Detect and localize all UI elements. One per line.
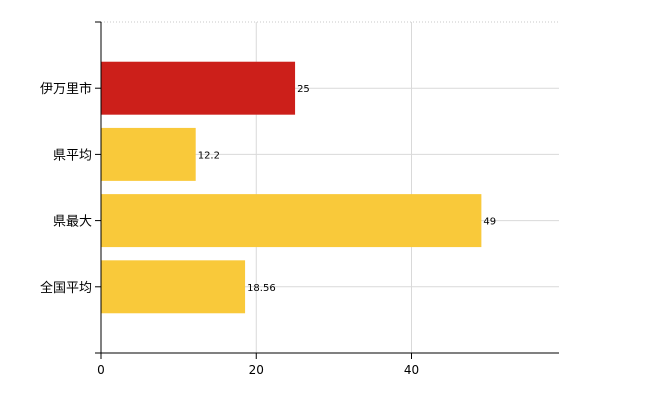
bar bbox=[101, 194, 482, 248]
bar bbox=[101, 127, 196, 181]
data-label: 49 bbox=[483, 217, 496, 228]
x-tick-label: 0 bbox=[97, 363, 105, 377]
bar bbox=[101, 260, 246, 314]
x-tick-label: 20 bbox=[249, 363, 264, 377]
bar bbox=[101, 61, 296, 115]
category-label: 全国平均 bbox=[40, 280, 92, 296]
labels: 25 伊万里市 12.2 県平均 49 県最大 18.56 全国平均 0 20 40 bbox=[40, 81, 496, 377]
data-label: 12.2 bbox=[198, 150, 220, 161]
data-label: 18.56 bbox=[247, 283, 276, 294]
data-label: 25 bbox=[297, 84, 310, 95]
category-label: 伊万里市 bbox=[40, 81, 92, 97]
category-label: 県最大 bbox=[53, 215, 92, 230]
category-label: 県平均 bbox=[53, 148, 92, 163]
x-tick-label: 40 bbox=[404, 363, 419, 377]
bars bbox=[101, 61, 482, 314]
axes bbox=[95, 21, 559, 359]
